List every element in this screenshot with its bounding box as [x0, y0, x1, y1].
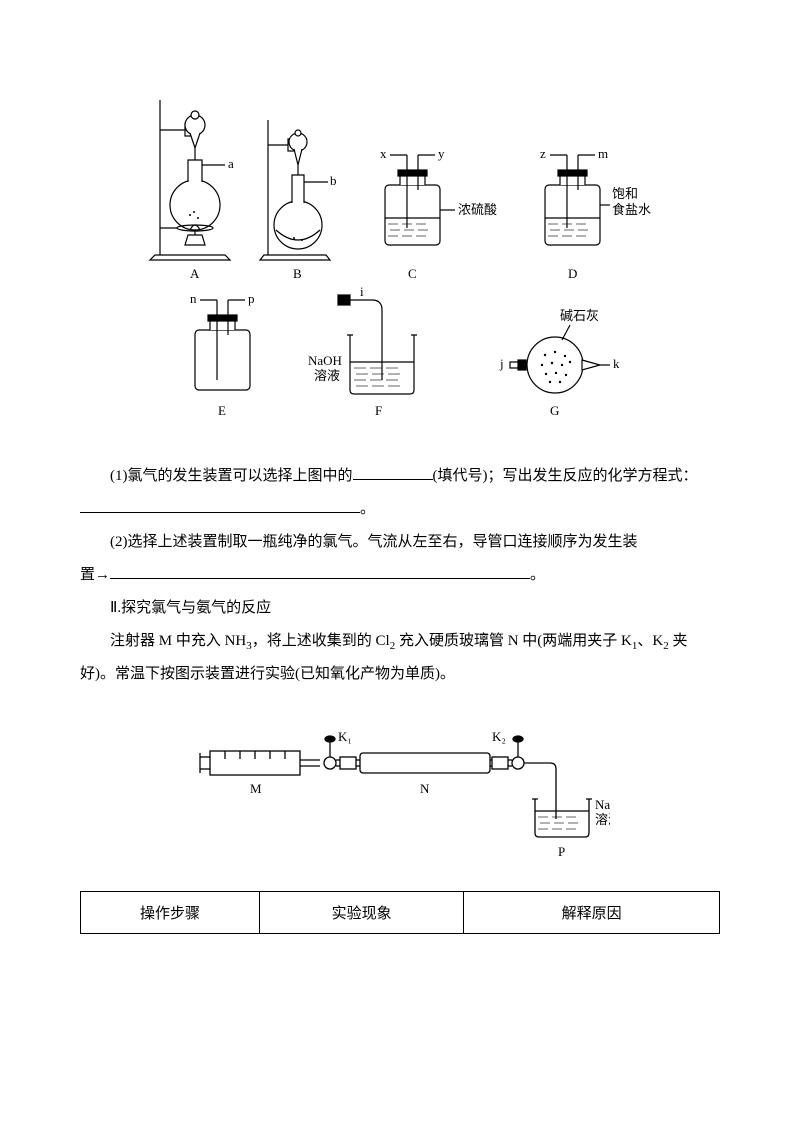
label-A: A [190, 266, 200, 280]
svg-text:p: p [248, 291, 255, 306]
svg-text:z: z [540, 146, 546, 161]
section2-p1: 注射器 M 中充入 NH3，将上述收集到的 Cl2 充入硬质玻璃管 N 中(两端… [80, 625, 720, 658]
label-G: G [550, 403, 559, 418]
svg-text:溶液: 溶液 [314, 368, 340, 383]
q2-line1-text: (2)选择上述装置制取一瓶纯净的氯气。气流从左至右，导管口连接顺序为发生装 [110, 534, 638, 550]
q2-line1: (2)选择上述装置制取一瓶纯净的氯气。气流从左至右，导管口连接顺序为发生装 [80, 526, 720, 559]
q2-line2-prefix: 置→ [80, 567, 110, 583]
s2-p2-text: 好)。常温下按图示装置进行实验(已知氧化产物为单质)。 [80, 666, 455, 682]
s2-p1-d: 、K [637, 633, 663, 649]
table-header-row: 操作步骤 实验现象 解释原因 [81, 892, 720, 934]
apparatus-svg-row1: a A [140, 60, 660, 280]
label-B: B [293, 266, 302, 280]
section2-p2: 好)。常温下按图示装置进行实验(已知氧化产物为单质)。 [80, 658, 720, 691]
svg-text:i: i [360, 284, 364, 299]
svg-text:食盐水: 食盐水 [612, 202, 651, 217]
svg-text:碱石灰: 碱石灰 [560, 308, 599, 323]
label-F: F [375, 403, 382, 418]
s2-p1-e: 夹 [669, 633, 688, 649]
svg-text:a: a [228, 156, 234, 171]
label-K1: K₁ [338, 729, 352, 744]
svg-text:x: x [380, 146, 387, 161]
q1-mid: (填代号)；写出发生反应的化学方程式： [433, 468, 698, 484]
label-K2: K₂ [492, 729, 506, 744]
label-M: M [250, 781, 262, 796]
q1-line2: 。 [80, 493, 720, 526]
svg-text:浓硫酸: 浓硫酸 [458, 202, 497, 217]
apparatus-figure-row1: a A [80, 60, 720, 430]
s2-p1-c: 充入硬质玻璃管 N 中(两端用夹子 K [395, 633, 632, 649]
q1-line1: (1)氯气的发生装置可以选择上图中的 (填代号)；写出发生反应的化学方程式： [80, 460, 720, 493]
svg-text:b: b [330, 173, 337, 188]
label-C: C [408, 266, 417, 280]
th-step: 操作步骤 [81, 892, 260, 934]
svg-text:n: n [190, 291, 197, 306]
section2-title: Ⅱ.探究氯气与氨气的反应 [80, 592, 720, 625]
beaker-label2: 溶液 [595, 812, 610, 827]
q1-end: 。 [360, 501, 375, 517]
beaker-label1: NaOH [595, 797, 610, 812]
svg-text:m: m [598, 146, 608, 161]
label-P: P [558, 844, 565, 859]
apparatus-svg-row2: n p E i NaOH 溶 [160, 280, 640, 430]
th-reason: 解释原因 [464, 892, 720, 934]
section2-title-text: Ⅱ.探究氯气与氨气的反应 [110, 600, 271, 616]
svg-text:j: j [499, 356, 504, 371]
svg-text:k: k [613, 356, 620, 371]
syringe-tube-svg: K₁ K₂ [190, 711, 610, 861]
q1-prefix: (1)氯气的发生装置可以选择上图中的 [110, 468, 353, 484]
svg-text:NaOH: NaOH [308, 353, 342, 368]
svg-text:饱和: 饱和 [612, 186, 638, 201]
label-D: D [568, 266, 577, 280]
blank-q1b[interactable] [80, 497, 360, 513]
q2-end: 。 [530, 567, 545, 583]
syringe-tube-figure: K₁ K₂ [80, 711, 720, 861]
svg-text:y: y [438, 146, 445, 161]
blank-q2[interactable] [110, 563, 530, 579]
q2-line2: 置→ 。 [80, 559, 720, 592]
label-E: E [218, 403, 226, 418]
s2-p1-b: ，将上述收集到的 Cl [252, 633, 390, 649]
s2-p1-a: 注射器 M 中充入 NH [110, 633, 246, 649]
th-phenomenon: 实验现象 [259, 892, 463, 934]
label-N: N [420, 781, 430, 796]
experiment-table: 操作步骤 实验现象 解释原因 [80, 891, 720, 934]
blank-q1a[interactable] [353, 464, 433, 480]
